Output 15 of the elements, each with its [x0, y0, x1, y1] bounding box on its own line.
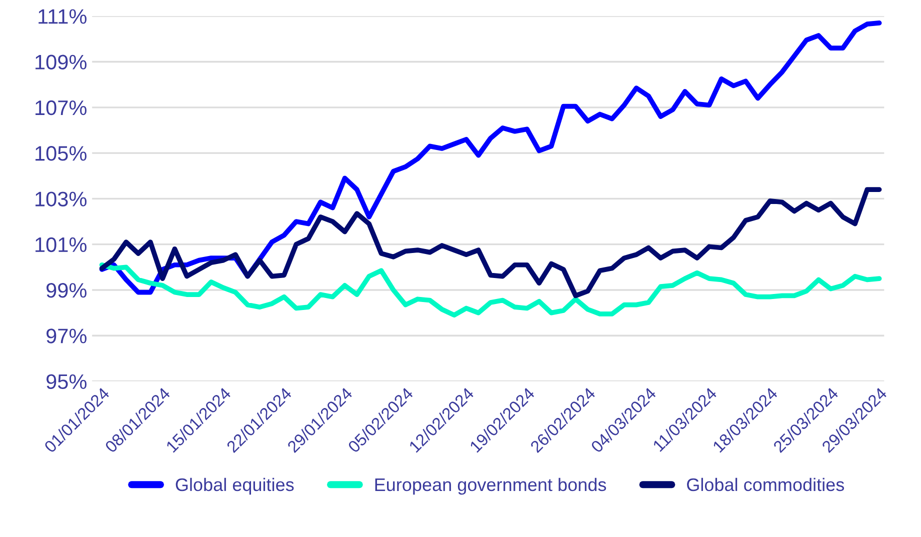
y-tick-label: 107% [36, 100, 86, 116]
y-tick-label: 103% [36, 192, 86, 206]
y-tick-label: 101% [36, 237, 86, 252]
y-tick-label: 105% [36, 146, 86, 161]
line-series [99, 262, 882, 318]
y-tick-label: 109% [36, 54, 86, 70]
y-tick-label: 95% [46, 374, 86, 390]
y-tick-label: 99% [46, 282, 86, 298]
legend-label: Global commodities [687, 478, 844, 492]
y-tick-label: 111% [38, 9, 86, 24]
legend-label: Global equities [176, 478, 294, 495]
line-series [99, 20, 882, 295]
line-series [99, 187, 882, 298]
y-tick-label: 97% [46, 328, 86, 344]
legend-label: European government bonds [375, 478, 606, 495]
